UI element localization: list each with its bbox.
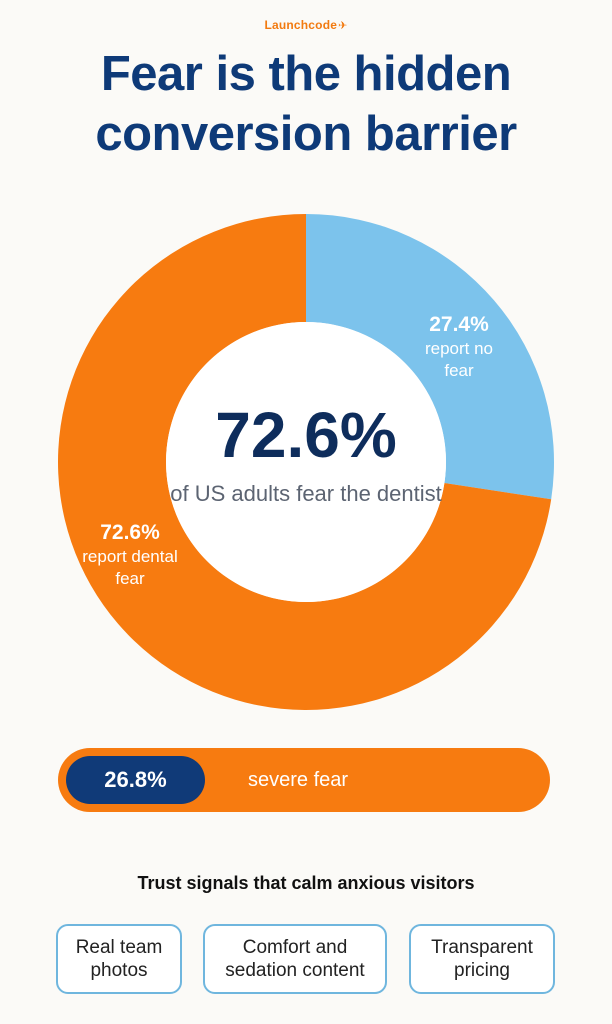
dental-fear-text: report dental fear bbox=[82, 547, 178, 588]
severe-fear-label: severe fear bbox=[248, 769, 349, 791]
no-fear-slice bbox=[306, 214, 554, 500]
donut-hole bbox=[166, 322, 446, 602]
no-fear-label: 27.4% report no fear bbox=[404, 312, 514, 382]
trust-signal-card: Real team photos bbox=[56, 924, 182, 994]
severe-fear-bar: 26.8% severe fear bbox=[58, 748, 550, 812]
center-value: 72.6% bbox=[215, 399, 397, 471]
dental-fear-percent: 72.6% bbox=[100, 521, 160, 544]
donut-chart bbox=[57, 214, 554, 710]
brand-logo: Launchcode✈ bbox=[0, 18, 612, 32]
trust-signal-card: Comfort and sedation content bbox=[203, 924, 387, 994]
no-fear-percent: 27.4% bbox=[429, 313, 489, 336]
severe-fear-value: 26.8% bbox=[104, 767, 167, 792]
dental-fear-slice bbox=[57, 214, 552, 710]
trust-signal-card: Transparent pricing bbox=[409, 924, 555, 994]
brand-name: Launchcode bbox=[264, 18, 338, 32]
no-fear-text: report no fear bbox=[424, 339, 494, 380]
page-title: Fear is the hidden conversion barrier bbox=[95, 47, 517, 161]
severe-fear-fill: 26.8% bbox=[66, 756, 205, 804]
center-caption: of US adults fear the dentist bbox=[170, 481, 442, 506]
plane-icon: ✈ bbox=[338, 20, 348, 32]
trust-signals-heading: Trust signals that calm anxious visitors bbox=[137, 873, 475, 893]
dental-fear-label: 72.6% report dental fear bbox=[80, 520, 180, 590]
